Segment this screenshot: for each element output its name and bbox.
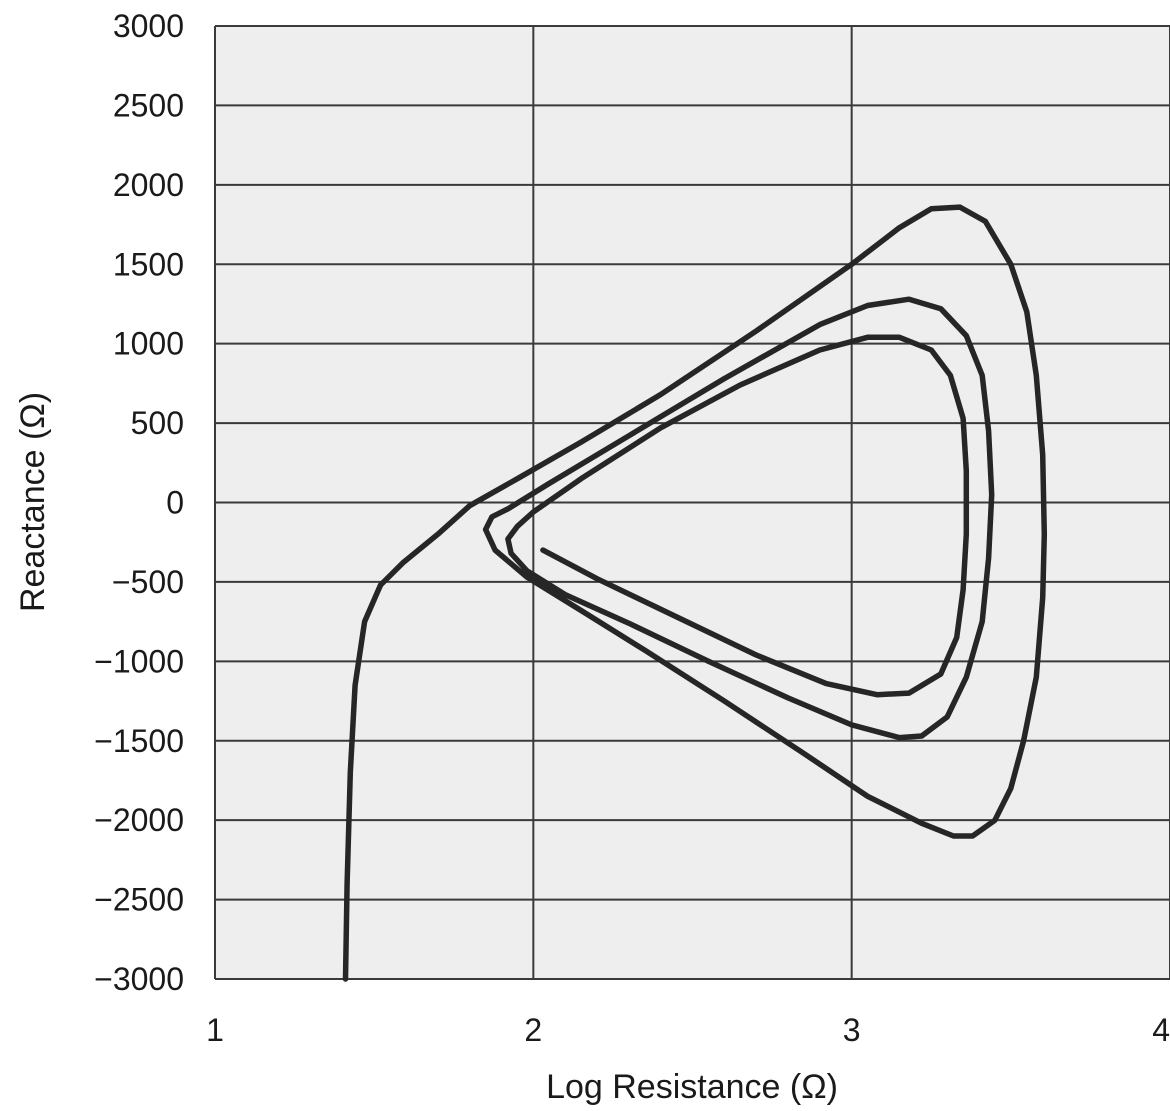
x-tick-label: 3: [843, 1012, 861, 1048]
y-tick-label: 2500: [113, 87, 184, 123]
y-tick-labels: 3000 2500 2000 1500 1000 500 0 −500 −1000 −1500 −2…: [94, 8, 184, 997]
y-tick-label: −2500: [94, 882, 184, 918]
y-tick-label: −1500: [94, 723, 184, 759]
impedance-curve: [342, 204, 1048, 982]
y-tick-label: 0: [166, 485, 184, 521]
y-tick-label: 1500: [113, 246, 184, 282]
grid-lines: [214, 25, 1170, 980]
x-tick-label: 4: [1152, 1012, 1170, 1048]
y-tick-label: 2000: [113, 167, 184, 203]
x-tick-label: 2: [524, 1012, 542, 1048]
x-tick-label: 1: [206, 1012, 224, 1048]
x-tick-labels: 1 2 3 4: [206, 1012, 1170, 1048]
y-tick-label: −500: [112, 564, 184, 600]
y-tick-label: −2000: [94, 802, 184, 838]
x-axis-label: Log Resistance (Ω): [546, 1068, 838, 1106]
y-tick-label: 1000: [113, 326, 184, 362]
y-tick-label: 3000: [113, 8, 184, 44]
y-tick-label: −3000: [94, 961, 184, 997]
y-axis-label: Reactance (Ω): [14, 392, 52, 612]
y-tick-label: 500: [131, 405, 184, 441]
y-tick-label: −1000: [94, 643, 184, 679]
